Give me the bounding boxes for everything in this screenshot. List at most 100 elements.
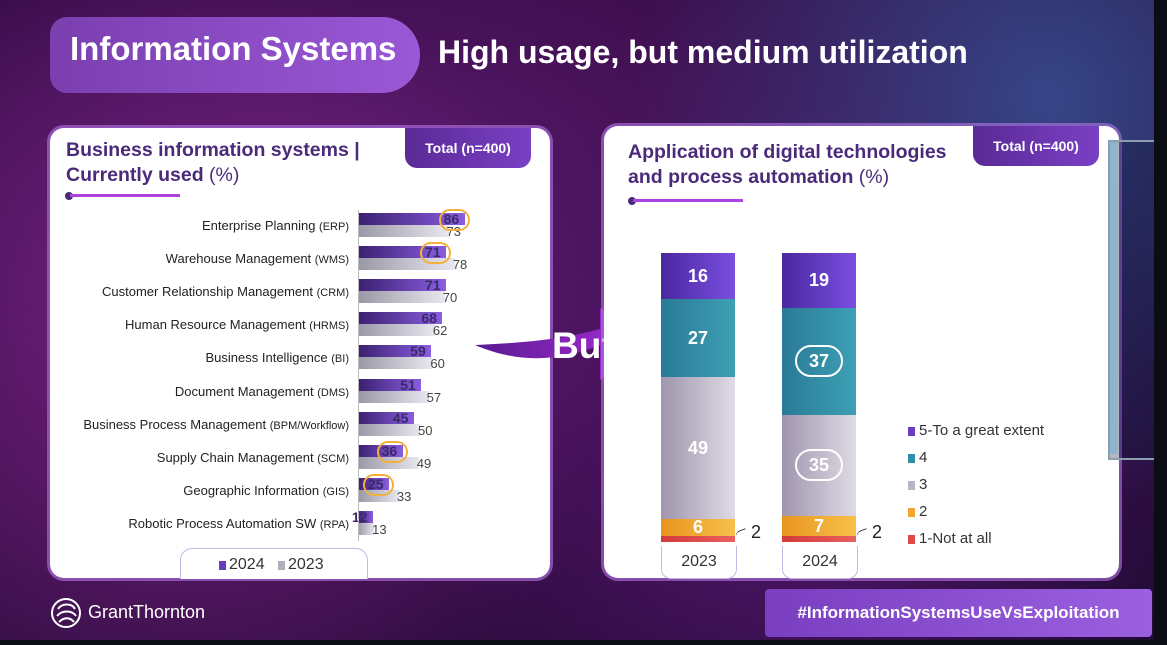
legend-swatch bbox=[908, 454, 915, 463]
category-abbr: (GIS) bbox=[322, 485, 349, 498]
segment-value-label: 6 bbox=[692, 517, 703, 538]
right-edge bbox=[1154, 0, 1167, 645]
segment-1-not-at-all bbox=[782, 536, 856, 542]
bar-2023 bbox=[358, 324, 435, 337]
value-label-2023: 57 bbox=[426, 389, 442, 405]
legend-swatch bbox=[908, 427, 915, 436]
bar-2024 bbox=[358, 213, 465, 225]
category-abbr: (SCM) bbox=[317, 452, 349, 465]
value-label-2023: 33 bbox=[396, 488, 412, 504]
value-label-2023: 13 bbox=[372, 521, 387, 537]
highlight-circle bbox=[363, 473, 394, 496]
category-name: Warehouse Management bbox=[165, 251, 315, 267]
legend-swatch bbox=[908, 535, 915, 544]
left-chart-title: Business information systems | Currently… bbox=[66, 138, 360, 188]
category-label: Human Resource Management (HRMS) bbox=[125, 317, 349, 332]
legend-label: 1-Not at all bbox=[919, 530, 992, 547]
bar-2024 bbox=[358, 279, 447, 292]
value-label-2024: 51 bbox=[400, 376, 416, 393]
category-name: Customer Relationship Management bbox=[102, 284, 317, 300]
category-name: Document Management bbox=[174, 383, 318, 399]
bar-2024 bbox=[358, 411, 414, 424]
legend-label: 3 bbox=[919, 476, 928, 493]
category-abbr: (BI) bbox=[331, 353, 349, 366]
value-label-2023: 70 bbox=[442, 290, 458, 306]
legend-label-2024: 2024 bbox=[229, 556, 265, 573]
left-title-line1: Business information systems | bbox=[66, 139, 360, 161]
category-label: Geographic Information (GIS) bbox=[183, 483, 349, 498]
segment-2: 7 bbox=[782, 515, 856, 537]
segment-2: 6 bbox=[661, 517, 735, 538]
legend-label-2023: 2023 bbox=[288, 556, 324, 573]
value-label-2024: 45 bbox=[392, 409, 409, 426]
legend-label: 2 bbox=[919, 503, 928, 520]
category-name: Robotic Process Automation SW bbox=[128, 515, 320, 531]
segment-4: 37 bbox=[782, 307, 856, 415]
segment-value-label: 7 bbox=[813, 515, 824, 536]
segment-value-label: 49 bbox=[687, 437, 709, 458]
category-label: Document Management (DMS) bbox=[175, 384, 349, 399]
segment-value-label: 35 bbox=[808, 454, 830, 475]
segment-5-great-extent: 16 bbox=[661, 253, 735, 300]
right-accent-dot bbox=[628, 197, 636, 205]
left-legend bbox=[180, 548, 368, 579]
value-label-2024: 12 bbox=[351, 508, 368, 525]
segment-value-label: 27 bbox=[687, 327, 709, 348]
segment-value-label: 37 bbox=[808, 350, 830, 371]
left-total-tag: Total (n=400) bbox=[405, 128, 531, 168]
value-label-2023: 62 bbox=[432, 323, 448, 339]
segment-4: 27 bbox=[661, 299, 735, 378]
category-abbr: (WMS) bbox=[314, 254, 349, 267]
bottom-edge bbox=[0, 640, 1167, 645]
year-tab-2023: 2023 bbox=[661, 546, 737, 579]
bar-2023 bbox=[358, 522, 375, 535]
value-label-2023: 50 bbox=[418, 422, 433, 438]
not-at-all-value-label: 2 bbox=[872, 522, 883, 543]
bar-2024 bbox=[358, 510, 373, 523]
right-total-tag: Total (n=400) bbox=[973, 126, 1099, 166]
not-at-all-value-label: 2 bbox=[751, 522, 762, 543]
right-chart-title: Application of digital technologies and … bbox=[628, 140, 947, 190]
legend-swatch bbox=[908, 508, 915, 517]
highlight-circle bbox=[420, 242, 452, 265]
category-name: Human Resource Management bbox=[125, 317, 310, 333]
left-accent-dot bbox=[65, 192, 73, 200]
segment-5-great-extent: 19 bbox=[782, 253, 856, 308]
bar-2024 bbox=[358, 345, 432, 358]
highlight-circle bbox=[438, 209, 470, 231]
bar-2023 bbox=[358, 390, 429, 403]
but-label: But bbox=[552, 325, 614, 366]
segment-1-not-at-all bbox=[661, 536, 735, 542]
legend-swatch-2024 bbox=[219, 561, 226, 570]
value-label-2023: 49 bbox=[416, 455, 432, 471]
legend-swatch-2023 bbox=[278, 561, 285, 570]
bar-2024 bbox=[358, 378, 422, 391]
headline: High usage, but medium utilization bbox=[438, 34, 968, 70]
right-title-line2: and process automation bbox=[628, 166, 854, 188]
category-label: Robotic Process Automation SW (RPA) bbox=[128, 516, 349, 531]
left-accent-line bbox=[70, 194, 180, 197]
category-label: Warehouse Management (WMS) bbox=[166, 251, 349, 266]
legend-swatch bbox=[908, 481, 915, 490]
category-name: Geographic Information bbox=[183, 482, 323, 498]
hashtag-banner: #InformationSystemsUseVsExploitation bbox=[765, 589, 1152, 637]
value-label-2023: 60 bbox=[430, 356, 445, 372]
category-abbr: (ERP) bbox=[319, 221, 349, 233]
segment-value-label: 16 bbox=[687, 265, 709, 286]
left-title-line2: Currently used bbox=[66, 164, 204, 186]
highlight-circle bbox=[376, 440, 408, 463]
category-label: Supply Chain Management (SCM) bbox=[157, 450, 349, 465]
bar-2023 bbox=[358, 291, 445, 304]
category-name: Supply Chain Management bbox=[156, 449, 318, 465]
right-title-line1: Application of digital technologies bbox=[628, 141, 947, 163]
category-name: Enterprise Planning bbox=[201, 218, 320, 233]
category-abbr: (DMS) bbox=[317, 386, 349, 399]
segment-value-label: 19 bbox=[808, 269, 830, 290]
value-label-2024: 59 bbox=[410, 343, 426, 360]
section-title: Information Systems bbox=[70, 30, 397, 67]
highlight-oval bbox=[795, 345, 843, 378]
category-name: Business Process Management bbox=[83, 416, 270, 432]
value-label-2024: 68 bbox=[421, 310, 437, 327]
legend-label: 5-To a great extent bbox=[919, 422, 1045, 439]
bar-2023 bbox=[358, 225, 449, 237]
